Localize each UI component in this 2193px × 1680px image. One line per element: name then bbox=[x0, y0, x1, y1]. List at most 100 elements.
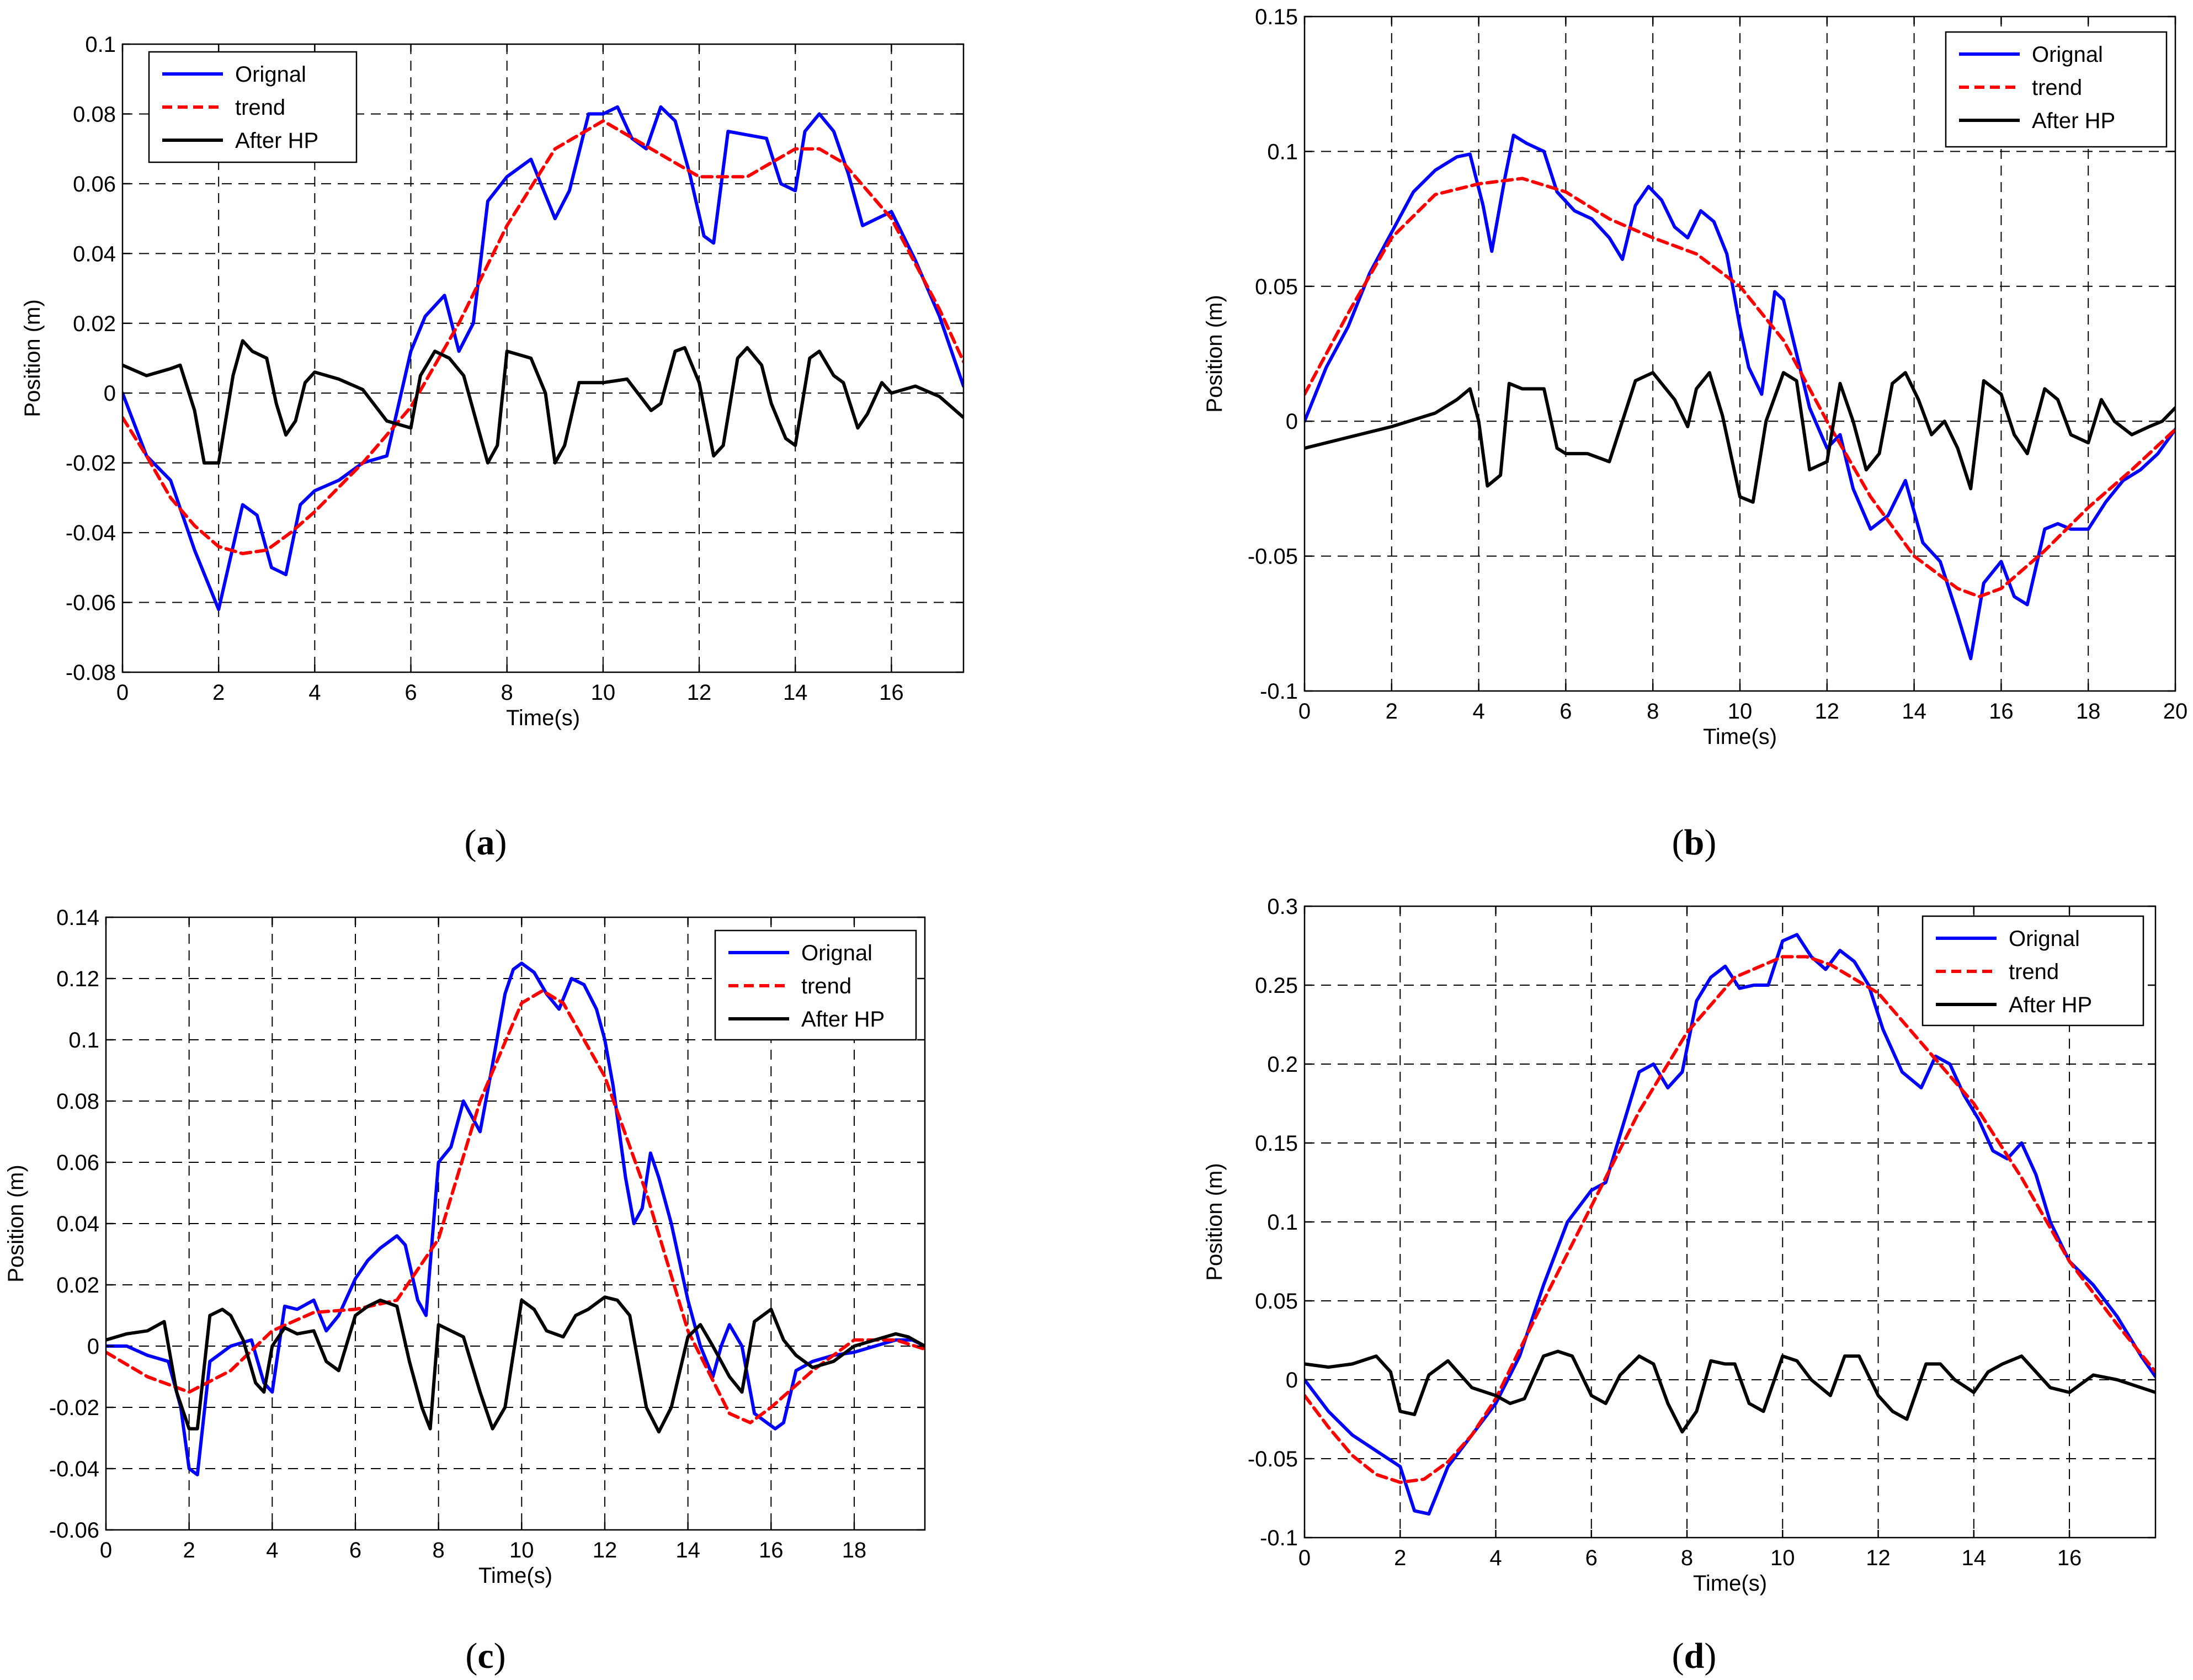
y-tick-label: -0.06 bbox=[49, 1518, 99, 1543]
y-tick-label: 0.15 bbox=[1255, 5, 1298, 29]
x-tick-label: 14 bbox=[1962, 1546, 1987, 1570]
series-line-after-hp bbox=[123, 339, 964, 465]
y-tick-label: 0.25 bbox=[1255, 974, 1298, 998]
legend-label: trend bbox=[801, 974, 851, 998]
legend-label: Orignal bbox=[2009, 927, 2080, 951]
x-tick-label: 6 bbox=[349, 1538, 361, 1562]
chart-panel-b: 0 2 4 6 8 10 12 14 16 18 20 -0.1 -0.05 0 0.05 0.1 0.15 Ti… bbox=[1202, 5, 2187, 863]
y-tick-label: 0 bbox=[104, 381, 116, 406]
y-tick-label: -0.08 bbox=[66, 661, 116, 685]
y-tick-label: 0.1 bbox=[85, 33, 116, 57]
panel-caption: (d) bbox=[1672, 1636, 1717, 1676]
x-tick-label: 4 bbox=[266, 1538, 278, 1562]
x-tick-label: 8 bbox=[433, 1538, 445, 1562]
legend-label: After HP bbox=[2009, 993, 2092, 1017]
x-tick-label: 16 bbox=[2057, 1546, 2082, 1570]
panel-caption-letter: d bbox=[1684, 1636, 1705, 1676]
legend: Orignal trend After HP bbox=[1921, 915, 2144, 1027]
legend-box bbox=[1945, 31, 2168, 148]
series-line-trend bbox=[123, 119, 964, 555]
y-tick-label: 0.2 bbox=[1267, 1052, 1298, 1077]
x-tick-label: 20 bbox=[2163, 699, 2188, 724]
y-tick-label: 0.08 bbox=[56, 1089, 99, 1114]
x-tick-label: 0 bbox=[116, 680, 129, 705]
series-line-after-hp bbox=[106, 1295, 925, 1434]
x-tick-label: 0 bbox=[1298, 1546, 1311, 1570]
y-tick-label: 0.05 bbox=[1255, 275, 1298, 299]
y-tick-label: 0.04 bbox=[56, 1212, 99, 1236]
y-tick-label: 0.1 bbox=[68, 1028, 99, 1052]
legend-label: After HP bbox=[235, 129, 318, 153]
x-tick-label: 12 bbox=[687, 680, 712, 705]
y-tick-label: -0.05 bbox=[1248, 1447, 1298, 1471]
y-tick-label: -0.1 bbox=[1260, 679, 1298, 704]
y-tick-label: -0.02 bbox=[49, 1396, 99, 1420]
x-tick-label: 12 bbox=[1866, 1546, 1891, 1570]
panel-caption: (a) bbox=[465, 822, 507, 863]
x-tick-label: 10 bbox=[1770, 1546, 1795, 1570]
legend-label: trend bbox=[235, 95, 285, 120]
series-line-orignal bbox=[123, 105, 964, 612]
x-axis-label: Time(s) bbox=[506, 706, 580, 730]
x-tick-label: 16 bbox=[1989, 699, 2014, 724]
x-tick-label: 0 bbox=[100, 1538, 112, 1562]
panel-caption-letter: a bbox=[477, 822, 495, 863]
plot-frame bbox=[121, 43, 965, 673]
x-tick-label: 8 bbox=[1681, 1546, 1693, 1570]
x-tick-label: 0 bbox=[1298, 699, 1311, 724]
x-tick-label: 12 bbox=[593, 1538, 618, 1562]
y-tick-label: -0.1 bbox=[1260, 1526, 1298, 1550]
panel-caption: (b) bbox=[1672, 822, 1717, 863]
y-tick-label: 0 bbox=[1286, 410, 1298, 434]
chart-panel-d: 0 2 4 6 8 10 12 14 16 -0.1 -0.05 0 0.05 0.1 0.15 0.2 0.2… bbox=[1202, 895, 2157, 1676]
x-tick-label: 6 bbox=[1585, 1546, 1598, 1570]
series-line-orignal bbox=[1305, 134, 2175, 661]
x-tick-label: 4 bbox=[308, 680, 321, 705]
x-tick-label: 18 bbox=[842, 1538, 867, 1562]
x-tick-label: 12 bbox=[1815, 699, 1840, 724]
x-tick-label: 2 bbox=[212, 680, 225, 705]
x-axis-label: Time(s) bbox=[478, 1564, 552, 1588]
x-tick-label: 14 bbox=[783, 680, 808, 705]
y-tick-label: 0 bbox=[1286, 1368, 1298, 1392]
x-tick-label: 14 bbox=[675, 1538, 700, 1562]
y-tick-label: 0.1 bbox=[1267, 1210, 1298, 1235]
x-tick-label: 2 bbox=[183, 1538, 195, 1562]
x-tick-label: 18 bbox=[2076, 699, 2101, 724]
y-tick-label: 0 bbox=[87, 1335, 99, 1359]
legend-label: After HP bbox=[801, 1007, 885, 1032]
y-tick-label: 0.06 bbox=[56, 1151, 99, 1175]
panel-caption-letter: c bbox=[477, 1636, 493, 1676]
legend-label: Orignal bbox=[801, 941, 872, 965]
y-tick-label: -0.05 bbox=[1248, 545, 1298, 569]
legend-label: trend bbox=[2032, 76, 2082, 100]
panel-caption: (c) bbox=[465, 1636, 505, 1676]
x-tick-label: 10 bbox=[1728, 699, 1753, 724]
x-tick-label: 16 bbox=[879, 680, 904, 705]
chart-panel-c: 0 2 4 6 8 10 12 14 16 18 -0.06 -0.04 -0.02 0 0.02 0.04 0… bbox=[4, 906, 926, 1676]
y-axis-label: Position (m) bbox=[1202, 1163, 1227, 1280]
legend-label: After HP bbox=[2032, 109, 2115, 133]
chart-panel-a: 0 2 4 6 8 10 12 14 16 -0.08 -0.06 -0.04 -0.02 0 0.02 0.… bbox=[20, 33, 965, 863]
y-tick-label: 0.02 bbox=[56, 1273, 99, 1298]
legend: Orignal trend After HP bbox=[714, 929, 917, 1041]
x-tick-label: 10 bbox=[509, 1538, 534, 1562]
y-tick-label: 0.12 bbox=[56, 967, 99, 991]
panel-caption-letter: b bbox=[1684, 822, 1705, 863]
y-tick-label: 0.06 bbox=[73, 172, 116, 196]
y-axis-label: Position (m) bbox=[4, 1165, 28, 1282]
y-tick-label: -0.04 bbox=[66, 521, 116, 545]
x-tick-label: 4 bbox=[1489, 1546, 1502, 1570]
x-tick-label: 2 bbox=[1386, 699, 1398, 724]
series-line-after-hp bbox=[1305, 1349, 2155, 1434]
x-tick-label: 2 bbox=[1394, 1546, 1406, 1570]
y-tick-label: 0.04 bbox=[73, 242, 116, 266]
legend-label: trend bbox=[2009, 960, 2059, 984]
x-tick-label: 6 bbox=[1559, 699, 1572, 724]
x-tick-label: 4 bbox=[1472, 699, 1484, 724]
y-tick-label: -0.04 bbox=[49, 1457, 99, 1481]
x-axis-label: Time(s) bbox=[1703, 725, 1777, 749]
legend: Orignal trend After HP bbox=[148, 51, 358, 163]
y-tick-label: 0.1 bbox=[1267, 140, 1298, 164]
